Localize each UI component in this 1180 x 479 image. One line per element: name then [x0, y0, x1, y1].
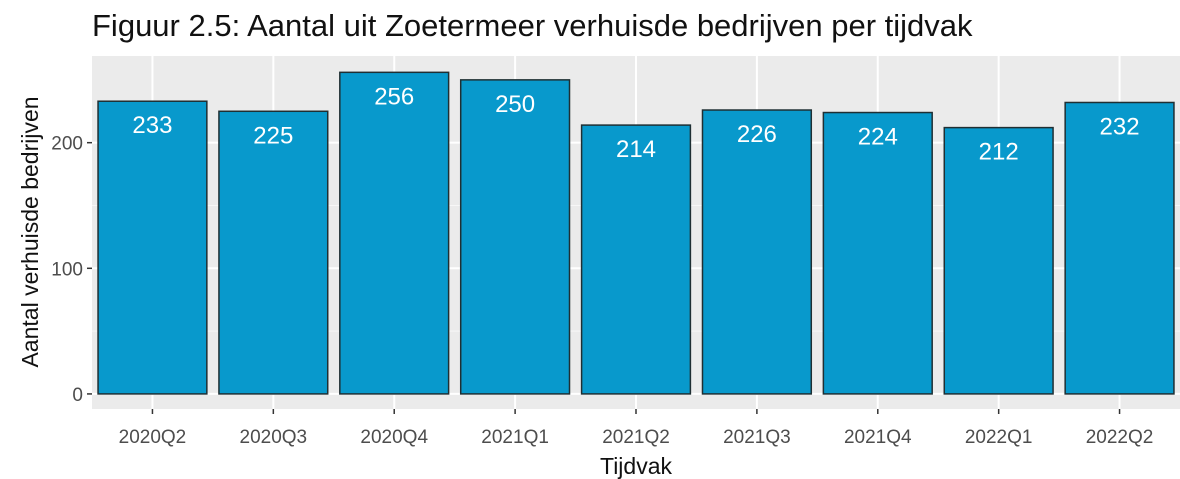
x-tick-label: 2022Q1 [965, 427, 1033, 448]
bar-value-label: 250 [495, 91, 535, 118]
bar-2020Q4 [339, 71, 450, 395]
x-tick-label: 2021Q2 [602, 427, 670, 448]
x-axis-title: Tijdvak [600, 453, 672, 479]
bar-2020Q2 [97, 100, 208, 395]
bar-value-label: 256 [374, 83, 414, 110]
bar-value-label: 212 [979, 139, 1019, 166]
chart-title: Figuur 2.5: Aantal uit Zoetermeer verhui… [92, 8, 973, 43]
x-tick-label: 2021Q1 [481, 427, 549, 448]
y-tick-label: 100 [51, 259, 83, 280]
y-axis: 0 100 200 [51, 134, 92, 406]
x-tick-label: 2020Q4 [360, 427, 428, 448]
bar-value-label: 232 [1100, 113, 1140, 140]
x-tick-label: 2020Q2 [119, 427, 187, 448]
bar-value-label: 225 [253, 122, 293, 149]
bar-value-label: 233 [132, 112, 172, 139]
x-tick-label: 2021Q3 [723, 427, 791, 448]
x-axis: 2020Q2 2020Q3 2020Q4 2021Q1 2021Q2 2021Q3 2021… [119, 409, 1154, 448]
y-tick-label: 0 [72, 385, 83, 406]
bar-2021Q4 [822, 111, 933, 395]
x-tick-label: 2020Q3 [240, 427, 308, 448]
y-tick-label: 200 [51, 134, 83, 155]
bar-value-label: 214 [616, 136, 656, 163]
bar-value-label: 226 [737, 121, 777, 148]
bar-2021Q3 [701, 109, 813, 395]
y-axis-title: Aantal verhuisde bedrijven [17, 96, 43, 367]
bar-2020Q3 [218, 110, 329, 395]
x-tick-label: 2022Q2 [1086, 427, 1154, 448]
bars [97, 71, 1175, 395]
bar-value-labels: 233 225 256 250 214 226 224 212 232 [132, 83, 1139, 165]
bar-2021Q2 [580, 124, 692, 395]
bar-value-label: 224 [858, 124, 898, 151]
bar-2022Q1 [943, 126, 1054, 395]
bar-2022Q2 [1064, 101, 1175, 395]
x-tick-label: 2021Q4 [844, 427, 912, 448]
bar-2021Q1 [459, 79, 571, 395]
